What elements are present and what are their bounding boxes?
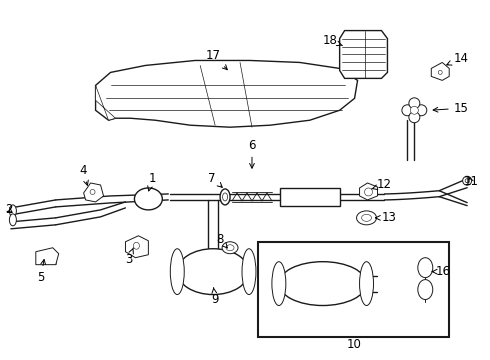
Text: 14: 14 (447, 52, 468, 65)
Text: 11: 11 (464, 175, 479, 189)
Ellipse shape (409, 98, 420, 109)
Ellipse shape (357, 211, 376, 225)
Polygon shape (96, 60, 358, 127)
Polygon shape (431, 62, 449, 80)
Ellipse shape (222, 242, 238, 254)
Ellipse shape (226, 245, 234, 251)
Polygon shape (36, 248, 59, 265)
Text: 7: 7 (208, 171, 222, 187)
Ellipse shape (418, 280, 433, 300)
Text: 15: 15 (433, 102, 468, 115)
Bar (258, 242, 449, 337)
Text: 12: 12 (371, 179, 392, 192)
Ellipse shape (133, 242, 140, 249)
Ellipse shape (9, 205, 16, 217)
Polygon shape (84, 183, 103, 202)
Ellipse shape (418, 258, 433, 278)
Polygon shape (340, 31, 388, 78)
Ellipse shape (365, 188, 372, 196)
Ellipse shape (90, 189, 95, 194)
Text: 3: 3 (125, 248, 133, 266)
Ellipse shape (171, 249, 184, 294)
Text: 16: 16 (432, 265, 451, 278)
Text: 4: 4 (79, 163, 88, 185)
Text: 6: 6 (248, 139, 256, 168)
Text: 13: 13 (375, 211, 397, 224)
Ellipse shape (409, 112, 420, 123)
Text: 10: 10 (347, 338, 362, 351)
Ellipse shape (134, 188, 162, 210)
Ellipse shape (465, 179, 469, 183)
Text: 2: 2 (5, 203, 13, 216)
Ellipse shape (9, 214, 16, 226)
Text: 18: 18 (322, 34, 343, 47)
Text: 1: 1 (147, 171, 156, 191)
Polygon shape (360, 183, 377, 200)
Ellipse shape (222, 193, 227, 201)
Ellipse shape (362, 214, 371, 221)
Ellipse shape (272, 262, 286, 306)
Polygon shape (125, 236, 148, 258)
Ellipse shape (463, 176, 471, 185)
Ellipse shape (438, 71, 442, 75)
Text: 5: 5 (37, 260, 46, 284)
Bar (280, 188, 340, 206)
Ellipse shape (242, 249, 256, 294)
Ellipse shape (279, 262, 367, 306)
Text: 8: 8 (217, 233, 227, 248)
Ellipse shape (410, 106, 418, 114)
Ellipse shape (177, 249, 249, 294)
Text: 17: 17 (206, 49, 227, 70)
Ellipse shape (416, 105, 427, 116)
Text: 9: 9 (211, 288, 219, 306)
Polygon shape (96, 85, 116, 120)
Ellipse shape (402, 105, 413, 116)
Ellipse shape (220, 189, 230, 205)
Ellipse shape (360, 262, 373, 306)
